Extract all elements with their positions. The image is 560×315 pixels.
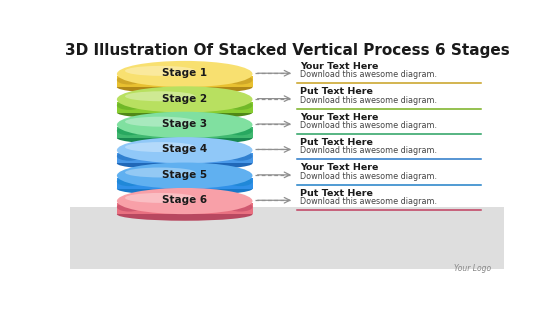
Text: Download this awesome diagram.: Download this awesome diagram. bbox=[300, 70, 437, 79]
Ellipse shape bbox=[117, 208, 253, 221]
Text: Your Logo: Your Logo bbox=[454, 264, 491, 273]
Ellipse shape bbox=[117, 131, 253, 145]
Text: Stage 2: Stage 2 bbox=[162, 94, 207, 104]
Ellipse shape bbox=[125, 168, 195, 177]
Bar bbox=[117, 127, 253, 138]
Text: Download this awesome diagram.: Download this awesome diagram. bbox=[300, 121, 437, 130]
Ellipse shape bbox=[125, 142, 195, 152]
Bar bbox=[117, 203, 253, 214]
Ellipse shape bbox=[228, 152, 253, 161]
Bar bbox=[117, 152, 253, 163]
Text: Your Text Here: Your Text Here bbox=[300, 62, 379, 71]
Ellipse shape bbox=[228, 101, 253, 110]
Ellipse shape bbox=[117, 75, 141, 84]
Ellipse shape bbox=[117, 177, 141, 186]
Bar bbox=[70, 207, 504, 269]
Text: Download this awesome diagram.: Download this awesome diagram. bbox=[300, 172, 437, 181]
Ellipse shape bbox=[117, 188, 253, 214]
Ellipse shape bbox=[125, 193, 195, 203]
Bar bbox=[117, 102, 253, 112]
Text: Stage 1: Stage 1 bbox=[162, 68, 207, 78]
Ellipse shape bbox=[117, 126, 141, 135]
Ellipse shape bbox=[117, 203, 141, 212]
Ellipse shape bbox=[117, 86, 253, 112]
Ellipse shape bbox=[117, 182, 253, 195]
Ellipse shape bbox=[125, 66, 195, 76]
Text: Download this awesome diagram.: Download this awesome diagram. bbox=[300, 146, 437, 156]
Text: Your Text Here: Your Text Here bbox=[300, 163, 379, 172]
Ellipse shape bbox=[228, 75, 253, 84]
Ellipse shape bbox=[117, 157, 253, 170]
Ellipse shape bbox=[228, 177, 253, 186]
Ellipse shape bbox=[117, 152, 141, 161]
Text: Put Text Here: Put Text Here bbox=[300, 189, 373, 198]
Text: Put Text Here: Put Text Here bbox=[300, 138, 373, 147]
Ellipse shape bbox=[117, 61, 253, 87]
Ellipse shape bbox=[125, 117, 195, 127]
Text: Stage 4: Stage 4 bbox=[162, 145, 207, 154]
Text: Stage 5: Stage 5 bbox=[162, 170, 207, 180]
Bar bbox=[117, 178, 253, 189]
Text: Download this awesome diagram.: Download this awesome diagram. bbox=[300, 96, 437, 105]
Text: 3D Illustration Of Stacked Vertical Process 6 Stages: 3D Illustration Of Stacked Vertical Proc… bbox=[64, 43, 510, 58]
Text: Stage 3: Stage 3 bbox=[162, 119, 207, 129]
Ellipse shape bbox=[228, 203, 253, 212]
Ellipse shape bbox=[117, 163, 253, 189]
Text: Download this awesome diagram.: Download this awesome diagram. bbox=[300, 197, 437, 206]
Ellipse shape bbox=[117, 101, 141, 110]
Ellipse shape bbox=[117, 112, 253, 138]
Text: Put Text Here: Put Text Here bbox=[300, 87, 373, 96]
Text: Your Text Here: Your Text Here bbox=[300, 112, 379, 122]
Ellipse shape bbox=[228, 126, 253, 135]
Ellipse shape bbox=[117, 137, 253, 163]
Ellipse shape bbox=[117, 106, 253, 119]
Text: Stage 6: Stage 6 bbox=[162, 195, 207, 205]
Bar bbox=[117, 76, 253, 87]
Ellipse shape bbox=[117, 81, 253, 94]
Ellipse shape bbox=[125, 91, 195, 101]
